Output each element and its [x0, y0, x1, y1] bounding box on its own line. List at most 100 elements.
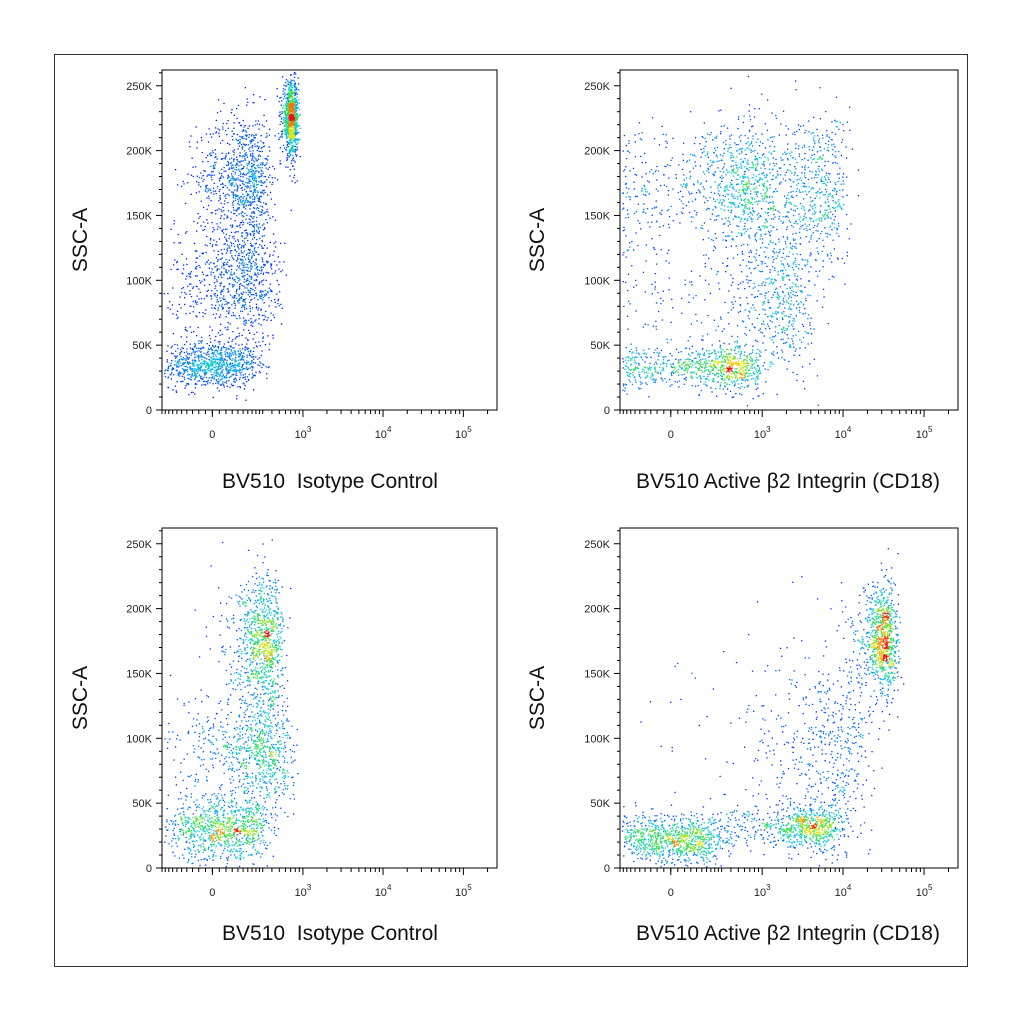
event-dot	[257, 309, 259, 311]
event-dot	[755, 157, 757, 160]
event-dot	[220, 359, 222, 361]
event-dot	[707, 153, 709, 155]
event-dot	[734, 361, 736, 364]
event-dot	[717, 215, 719, 217]
event-dot	[236, 209, 239, 211]
event-dot	[203, 170, 205, 172]
event-dot	[703, 362, 706, 364]
event-dot	[193, 368, 195, 370]
event-dot	[213, 262, 215, 264]
event-dot	[272, 181, 274, 184]
event-dot	[262, 141, 264, 144]
event-dot	[295, 123, 297, 125]
event-dot	[279, 291, 281, 293]
event-dot	[718, 355, 721, 357]
event-dot	[685, 185, 687, 187]
event-dot	[288, 111, 291, 113]
event-dot	[245, 190, 248, 193]
event-dot	[748, 180, 750, 182]
event-dot	[232, 133, 235, 135]
event-dot	[239, 139, 241, 141]
event-dot	[723, 355, 725, 357]
event-dot	[270, 263, 272, 265]
event-dot	[713, 381, 715, 383]
event-dot	[688, 191, 690, 193]
event-dot	[679, 365, 681, 368]
event-dot	[253, 358, 255, 360]
event-dot	[712, 380, 714, 382]
event-dot	[205, 186, 207, 188]
event-dot	[222, 126, 224, 128]
event-dot	[230, 245, 233, 247]
event-dot	[242, 204, 244, 206]
event-dot	[225, 153, 227, 155]
event-dot	[220, 110, 222, 112]
event-dot	[234, 302, 236, 305]
event-dot	[654, 368, 657, 370]
event-dot	[291, 126, 294, 128]
event-dot	[209, 239, 212, 241]
event-dot	[241, 232, 244, 234]
event-dot	[656, 363, 658, 365]
event-dot	[241, 293, 243, 296]
event-dot	[726, 376, 728, 378]
event-dot	[232, 347, 234, 349]
event-dot	[294, 122, 296, 124]
event-dot	[258, 318, 260, 320]
event-dot	[237, 246, 239, 248]
event-dot	[755, 193, 757, 196]
event-dot	[729, 366, 731, 368]
event-dot	[253, 183, 255, 185]
event-dot	[243, 383, 245, 385]
event-dot	[734, 347, 736, 349]
event-dot	[252, 217, 254, 220]
event-dot	[228, 312, 230, 314]
event-dot	[715, 207, 717, 209]
event-dot	[217, 307, 219, 309]
event-dot	[236, 225, 238, 227]
event-dot	[241, 275, 243, 278]
event-dot	[262, 163, 264, 165]
event-dot	[252, 389, 255, 391]
event-dot	[287, 100, 290, 102]
event-dot	[222, 232, 225, 234]
event-dot	[209, 369, 211, 371]
event-dot	[260, 267, 262, 269]
event-dot	[228, 337, 231, 339]
event-dot	[289, 95, 291, 97]
event-dot	[222, 375, 224, 377]
event-dot	[215, 127, 217, 129]
event-dot	[749, 119, 752, 121]
event-dot	[223, 384, 225, 386]
event-dot	[699, 165, 701, 167]
event-dot	[258, 170, 260, 173]
event-dot	[198, 184, 200, 186]
event-dot	[687, 370, 689, 372]
event-dot	[238, 369, 240, 372]
event-dot	[211, 361, 213, 363]
event-dot	[687, 368, 689, 370]
event-dot	[292, 117, 294, 119]
event-dot	[206, 358, 208, 360]
event-dot	[291, 84, 293, 86]
event-dot	[210, 356, 212, 358]
event-dot	[704, 364, 707, 367]
event-dot	[256, 149, 258, 152]
event-dot	[272, 334, 274, 336]
event-dot	[285, 85, 288, 87]
event-dot	[218, 390, 220, 392]
event-dot	[201, 271, 204, 273]
event-dot	[233, 154, 235, 156]
event-dot	[751, 212, 753, 214]
event-dot	[666, 142, 668, 144]
event-dot	[239, 350, 242, 352]
event-dot	[752, 209, 754, 212]
event-dot	[238, 302, 240, 304]
event-dot	[183, 358, 185, 360]
event-dot	[731, 370, 733, 372]
event-dot	[266, 132, 268, 135]
event-dot	[757, 370, 759, 372]
event-dot	[218, 368, 220, 370]
event-dot	[737, 379, 739, 381]
event-dot	[272, 233, 275, 235]
